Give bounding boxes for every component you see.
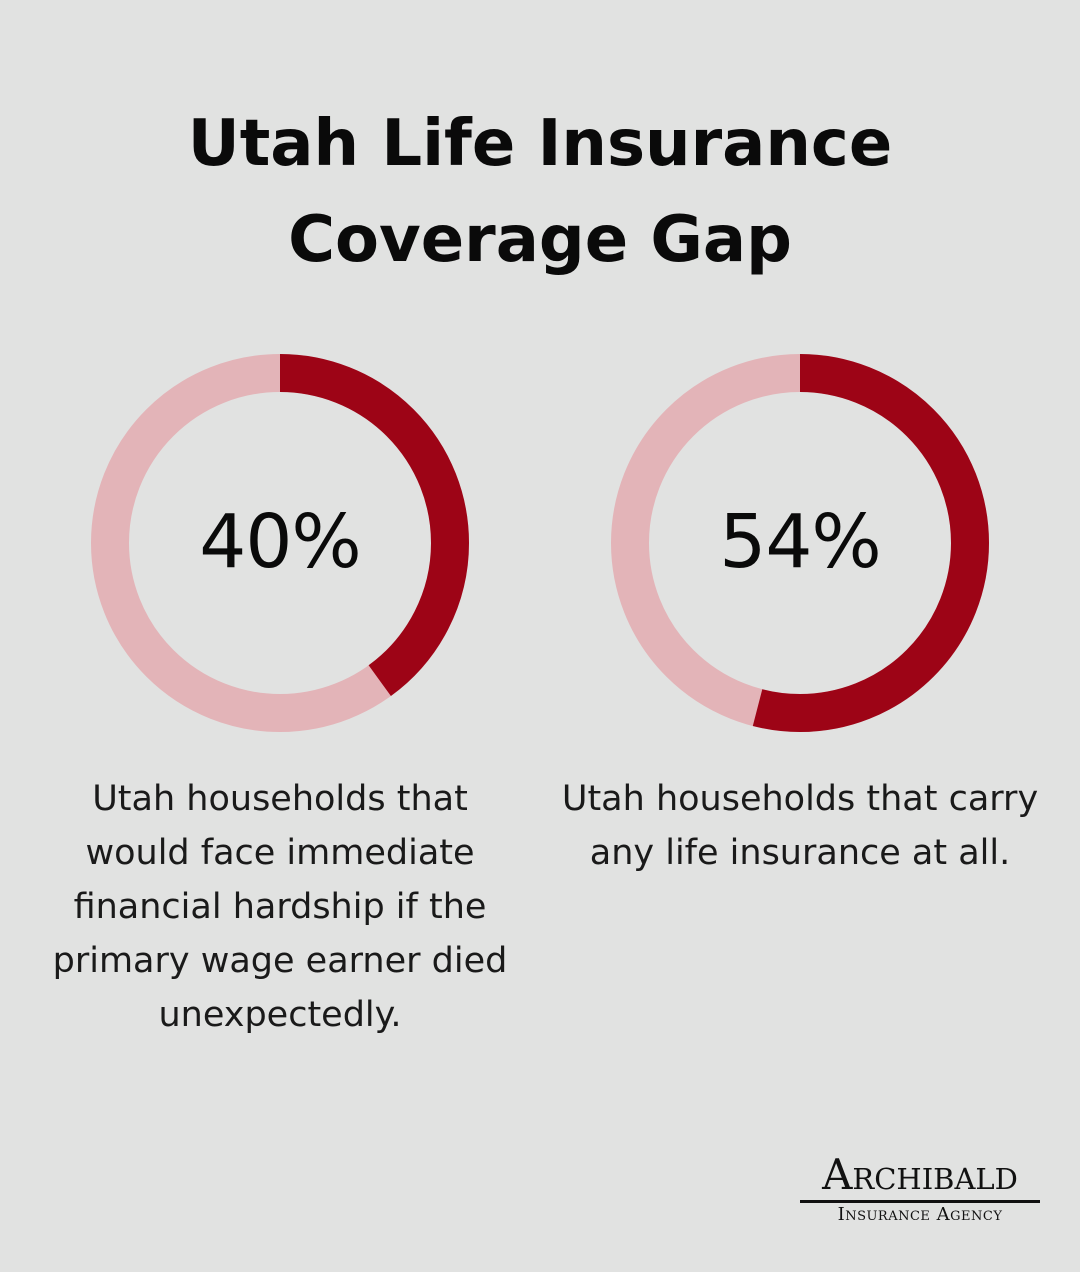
stat-caption-hardship: Utah households that would face immediat… bbox=[52, 779, 508, 1035]
infographic-title: Utah Life Insurance Coverage Gap bbox=[0, 96, 1080, 288]
donut-chart-households-insured: 54% bbox=[610, 353, 990, 733]
logo-divider bbox=[800, 1200, 1040, 1203]
logo-subtitle: Insurance Agency bbox=[837, 1204, 1003, 1225]
stat-value: 40% bbox=[199, 499, 361, 585]
archibald-logo: Archibald Insurance Agency bbox=[780, 1150, 1060, 1230]
stat-value: 54% bbox=[719, 499, 881, 585]
stat-caption-insured: Utah households that carry any life insu… bbox=[561, 779, 1039, 873]
donut-segment bbox=[611, 354, 989, 732]
donut-ring bbox=[611, 354, 989, 732]
logo-name: Archibald bbox=[822, 1150, 1018, 1199]
title-line-1: Utah Life Insurance bbox=[187, 107, 893, 181]
title-line-2: Coverage Gap bbox=[288, 203, 792, 277]
donut-segment bbox=[91, 354, 469, 732]
donut-chart-households-hardship: 40% bbox=[90, 353, 470, 733]
donut-ring bbox=[91, 354, 469, 732]
